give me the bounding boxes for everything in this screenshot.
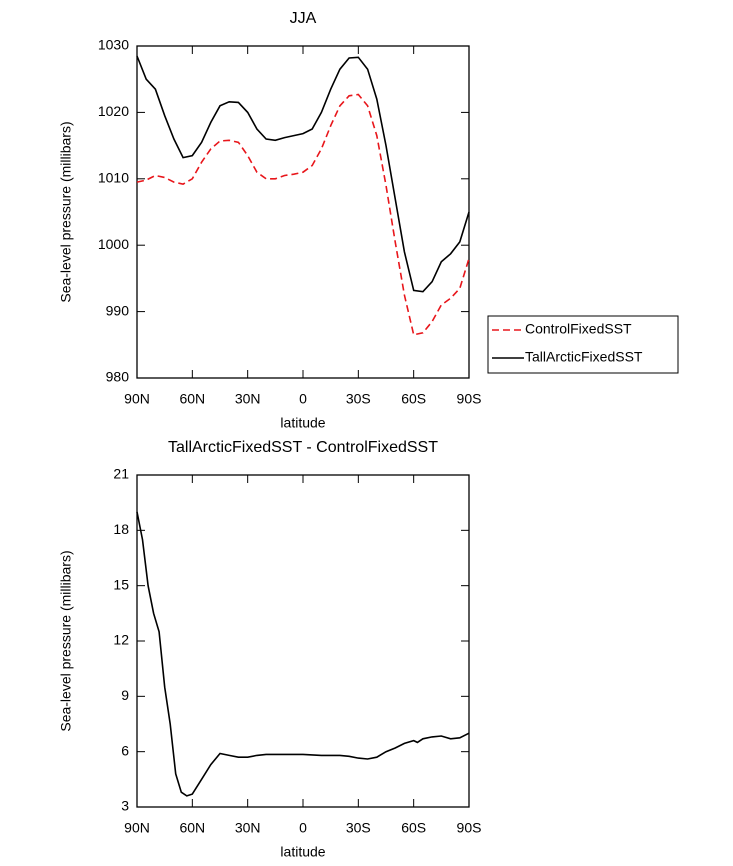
y-axis-label: Sea-level pressure (millibars) [58, 550, 74, 731]
x-tick-label: 0 [299, 391, 307, 407]
y-tick-label: 12 [113, 632, 129, 648]
y-tick-label: 3 [121, 798, 129, 814]
legend-label: ControlFixedSST [525, 321, 632, 337]
legend-frame [487, 315, 679, 374]
plot-frame [136, 45, 470, 379]
x-tick-label: 60S [401, 391, 426, 407]
x-tick-label: 90N [124, 391, 150, 407]
y-tick-label: 1020 [98, 103, 129, 119]
x-tick-label: 30S [346, 820, 371, 836]
x-tick-label: 60N [179, 391, 205, 407]
y-tick-label: 9 [121, 687, 129, 703]
y-tick-label: 15 [113, 576, 129, 592]
y-tick-label: 990 [106, 302, 130, 318]
plot-frame [136, 474, 470, 808]
x-tick-label: 0 [299, 820, 307, 836]
x-tick-label: 30N [235, 391, 261, 407]
x-axis-label: latitude [280, 415, 325, 431]
y-axis-label: Sea-level pressure (millibars) [58, 121, 74, 302]
data-line [136, 93, 470, 336]
y-tick-label: 1000 [98, 236, 129, 252]
chart-title: JJA [290, 10, 317, 27]
legend-label: TallArcticFixedSST [525, 349, 643, 365]
x-tick-label: 60S [401, 820, 426, 836]
y-tick-label: 980 [106, 369, 130, 385]
y-tick-label: 1030 [98, 37, 129, 53]
y-tick-label: 18 [113, 521, 129, 537]
x-tick-label: 60N [179, 820, 205, 836]
x-tick-label: 90S [457, 820, 482, 836]
y-tick-label: 21 [113, 466, 129, 482]
data-line [136, 511, 470, 797]
y-tick-label: 6 [121, 742, 129, 758]
data-line [136, 55, 470, 293]
x-axis-label: latitude [280, 844, 325, 860]
x-tick-label: 30S [346, 391, 371, 407]
x-tick-label: 90S [457, 391, 482, 407]
y-tick-label: 1010 [98, 170, 129, 186]
x-tick-label: 90N [124, 820, 150, 836]
x-tick-label: 30N [235, 820, 261, 836]
chart-title: TallArcticFixedSST - ControlFixedSST [168, 439, 438, 456]
